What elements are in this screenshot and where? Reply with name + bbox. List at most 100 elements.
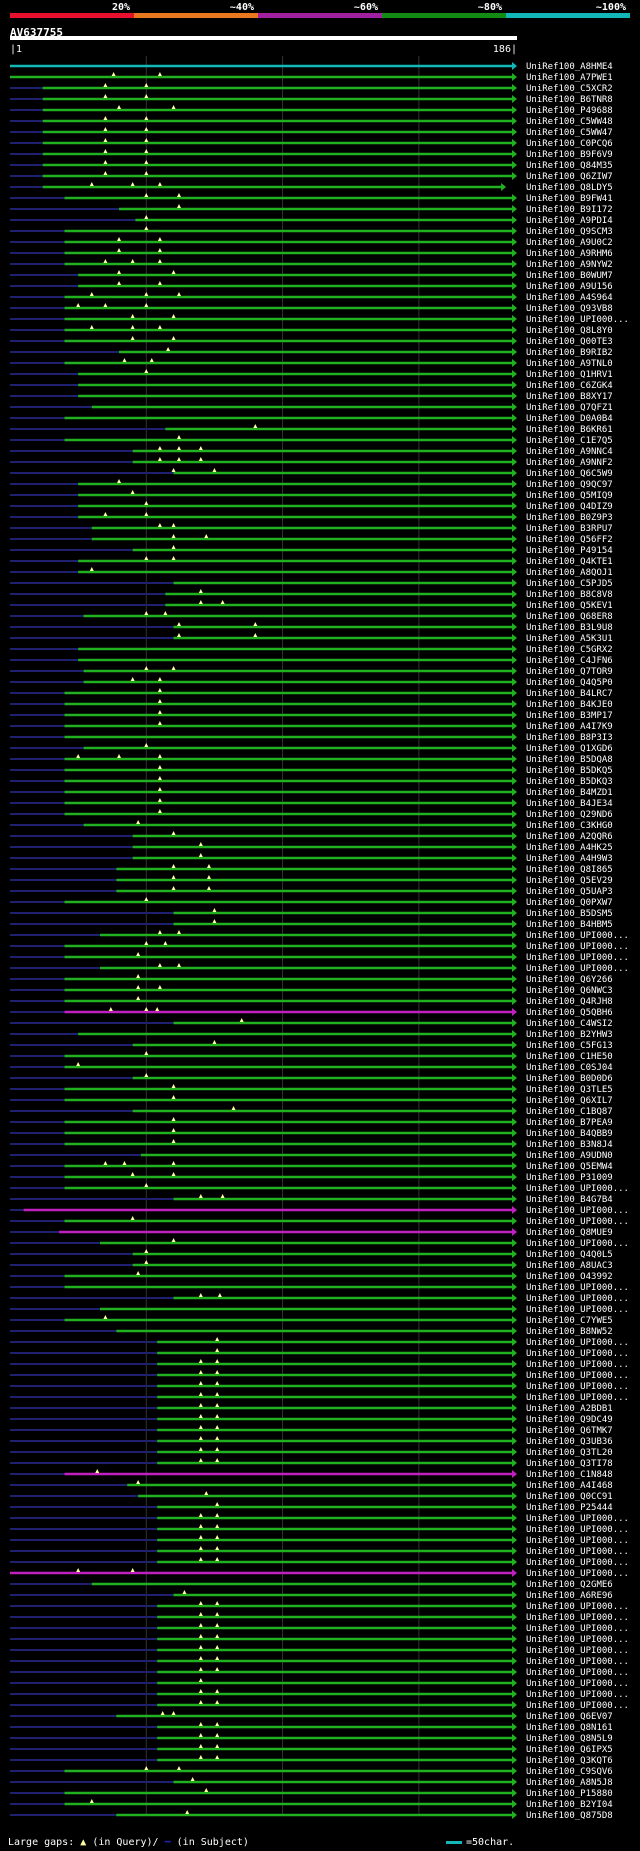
hit-row[interactable]: UniRef100_A2BDB1 bbox=[10, 1403, 613, 1414]
hit-label[interactable]: UniRef100_Q3TL20 bbox=[526, 1448, 613, 1458]
hit-row[interactable]: UniRef100_C1E7Q5 bbox=[10, 435, 613, 446]
hit-label[interactable]: UniRef100_P49688 bbox=[526, 106, 613, 116]
hit-label[interactable]: UniRef100_C3KHG0 bbox=[526, 821, 613, 831]
hit-label[interactable]: UniRef100_B2YI04 bbox=[526, 1800, 613, 1810]
hit-row[interactable]: UniRef100_B4HBM5 bbox=[10, 919, 613, 930]
hit-row[interactable]: UniRef100_B4JE34 bbox=[10, 798, 613, 809]
hit-label[interactable]: UniRef100_C0SJ04 bbox=[526, 1063, 613, 1073]
hit-row[interactable]: UniRef100_B6KR61 bbox=[10, 424, 613, 435]
hit-label[interactable]: UniRef100_B4KJE0 bbox=[526, 700, 613, 710]
hit-row[interactable]: UniRef100_Q5EV29 bbox=[10, 875, 613, 886]
hit-row[interactable]: UniRef100_D0A0B4 bbox=[10, 414, 613, 424]
hit-row[interactable]: UniRef100_A4H9W3 bbox=[10, 853, 613, 864]
hit-label[interactable]: UniRef100_B8C8V8 bbox=[526, 590, 613, 600]
hit-row[interactable]: UniRef100_B5DKQ5 bbox=[10, 765, 613, 776]
hit-row[interactable]: UniRef100_A4I468 bbox=[10, 1480, 613, 1491]
hit-row[interactable]: UniRef100_Q2GME6 bbox=[10, 1580, 613, 1590]
hit-label[interactable]: UniRef100_Q8I865 bbox=[526, 865, 613, 875]
hit-label[interactable]: UniRef100_UPI000... bbox=[526, 1349, 629, 1359]
hit-row[interactable]: UniRef100_Q6TMK7 bbox=[10, 1425, 613, 1436]
hit-label[interactable]: UniRef100_Q8LDY5 bbox=[526, 183, 613, 193]
hit-row[interactable]: UniRef100_UPI000... bbox=[10, 930, 629, 941]
hit-label[interactable]: UniRef100_B0D0D6 bbox=[526, 1074, 613, 1084]
hit-row[interactable]: UniRef100_B3L9U8 bbox=[10, 622, 613, 633]
hit-row[interactable]: UniRef100_Q3UB36 bbox=[10, 1436, 613, 1447]
hit-label[interactable]: UniRef100_A4H9W3 bbox=[526, 854, 613, 864]
hit-row[interactable]: UniRef100_UPI000... bbox=[10, 1381, 629, 1392]
hit-label[interactable]: UniRef100_UPI000... bbox=[526, 1382, 629, 1392]
hit-label[interactable]: UniRef100_Q5QBH6 bbox=[526, 1008, 613, 1018]
hit-label[interactable]: UniRef100_A9RHM6 bbox=[526, 249, 613, 259]
hit-row[interactable]: UniRef100_A9PDI4 bbox=[10, 215, 613, 226]
hit-row[interactable]: UniRef100_A4S964 bbox=[10, 292, 613, 303]
hit-row[interactable]: UniRef100_C5FG13 bbox=[10, 1040, 613, 1051]
hit-label[interactable]: UniRef100_Q5EMW4 bbox=[526, 1162, 613, 1172]
hit-row[interactable]: UniRef100_Q3TI78 bbox=[10, 1458, 613, 1469]
hit-row[interactable]: UniRef100_UPI000... bbox=[10, 963, 629, 974]
hit-label[interactable]: UniRef100_Q6C5W9 bbox=[526, 469, 613, 479]
hit-label[interactable]: UniRef100_UPI000... bbox=[526, 1690, 629, 1700]
hit-label[interactable]: UniRef100_A4I468 bbox=[526, 1481, 613, 1491]
hit-row[interactable]: UniRef100_Q9DC49 bbox=[10, 1414, 613, 1425]
hit-label[interactable]: UniRef100_C5GRX2 bbox=[526, 645, 613, 655]
hit-label[interactable]: UniRef100_A4HK25 bbox=[526, 843, 613, 853]
hit-row[interactable]: UniRef100_A4HK25 bbox=[10, 842, 613, 853]
hit-label[interactable]: UniRef100_B4JE34 bbox=[526, 799, 613, 809]
hit-label[interactable]: UniRef100_B9RIB2 bbox=[526, 348, 613, 358]
hit-label[interactable]: UniRef100_B3N8J4 bbox=[526, 1140, 613, 1150]
hit-label[interactable]: UniRef100_C1N848 bbox=[526, 1470, 613, 1480]
hit-label[interactable]: UniRef100_UPI000... bbox=[526, 1536, 629, 1546]
hit-label[interactable]: UniRef100_C9SQV6 bbox=[526, 1767, 613, 1777]
hit-row[interactable]: UniRef100_Q6C5W9 bbox=[10, 468, 613, 479]
hit-row[interactable]: UniRef100_B8P3I3 bbox=[10, 733, 613, 743]
hit-row[interactable]: UniRef100_UPI000... bbox=[10, 1283, 629, 1293]
hit-label[interactable]: UniRef100_Q5EV29 bbox=[526, 876, 613, 886]
hit-row[interactable]: UniRef100_A9U156 bbox=[10, 281, 613, 292]
hit-row[interactable]: UniRef100_B7PEA9 bbox=[10, 1117, 613, 1128]
hit-row[interactable]: UniRef100_UPI000... bbox=[10, 1568, 629, 1579]
hit-label[interactable]: UniRef100_A9U0C2 bbox=[526, 238, 613, 248]
hit-row[interactable]: UniRef100_UPI000... bbox=[10, 1689, 629, 1700]
hit-label[interactable]: UniRef100_B7PEA9 bbox=[526, 1118, 613, 1128]
hit-label[interactable]: UniRef100_Q29ND6 bbox=[526, 810, 613, 820]
hit-label[interactable]: UniRef100_B3MP17 bbox=[526, 711, 613, 721]
hit-label[interactable]: UniRef100_B9I172 bbox=[526, 205, 613, 215]
hit-row[interactable]: UniRef100_C4JFN6 bbox=[10, 656, 613, 666]
hit-row[interactable]: UniRef100_C5WW48 bbox=[10, 116, 613, 127]
hit-row[interactable]: UniRef100_C3KHG0 bbox=[10, 820, 613, 831]
hit-row[interactable]: UniRef100_UPI000... bbox=[10, 1524, 629, 1535]
hit-row[interactable]: UniRef100_Q5MIQ9 bbox=[10, 490, 613, 501]
hit-row[interactable]: UniRef100_B5DQA8 bbox=[10, 754, 613, 765]
hit-label[interactable]: UniRef100_Q6IPX5 bbox=[526, 1745, 613, 1755]
hit-label[interactable]: UniRef100_B4QBB9 bbox=[526, 1129, 613, 1139]
hit-row[interactable]: UniRef100_Q7TOR9 bbox=[10, 666, 613, 677]
hit-row[interactable]: UniRef100_B4G7B4 bbox=[10, 1194, 613, 1205]
hit-label[interactable]: UniRef100_P31009 bbox=[526, 1173, 613, 1183]
hit-label[interactable]: UniRef100_B2YHW3 bbox=[526, 1030, 613, 1040]
hit-label[interactable]: UniRef100_Q2GME6 bbox=[526, 1580, 613, 1590]
hit-label[interactable]: UniRef100_Q6NWC3 bbox=[526, 986, 613, 996]
hit-label[interactable]: UniRef100_A9U156 bbox=[526, 282, 613, 292]
hit-row[interactable]: UniRef100_A9TNL0 bbox=[10, 358, 613, 369]
hit-row[interactable]: UniRef100_UPI000... bbox=[10, 1216, 629, 1227]
hit-label[interactable]: UniRef100_C1HE50 bbox=[526, 1052, 613, 1062]
hit-row[interactable]: UniRef100_A9U0C2 bbox=[10, 237, 613, 248]
hit-row[interactable]: UniRef100_C1N848 bbox=[10, 1469, 613, 1480]
hit-label[interactable]: UniRef100_C5XCR2 bbox=[526, 84, 613, 94]
hit-label[interactable]: UniRef100_B5DQA8 bbox=[526, 755, 613, 765]
hit-label[interactable]: UniRef100_P15880 bbox=[526, 1789, 613, 1799]
hit-label[interactable]: UniRef100_A6RE96 bbox=[526, 1591, 613, 1601]
hit-label[interactable]: UniRef100_Q9DC49 bbox=[526, 1415, 613, 1425]
hit-label[interactable]: UniRef100_A5K3U1 bbox=[526, 634, 613, 644]
hit-label[interactable]: UniRef100_A4I7K9 bbox=[526, 722, 613, 732]
hit-label[interactable]: UniRef100_Q6TMK7 bbox=[526, 1426, 613, 1436]
hit-row[interactable]: UniRef100_Q6ZIW7 bbox=[10, 171, 613, 182]
hit-row[interactable]: UniRef100_UPI000... bbox=[10, 1359, 629, 1370]
hit-label[interactable]: UniRef100_B0WUM7 bbox=[526, 271, 613, 281]
hit-label[interactable]: UniRef100_A9TNL0 bbox=[526, 359, 613, 369]
hit-row[interactable]: UniRef100_B2YI04 bbox=[10, 1799, 613, 1810]
hit-row[interactable]: UniRef100_C1HE50 bbox=[10, 1051, 613, 1062]
hit-label[interactable]: UniRef100_C5PJD5 bbox=[526, 579, 613, 589]
hit-row[interactable]: UniRef100_B0D0D6 bbox=[10, 1073, 613, 1084]
hit-row[interactable]: UniRef100_Q8LDY5 bbox=[10, 182, 613, 193]
